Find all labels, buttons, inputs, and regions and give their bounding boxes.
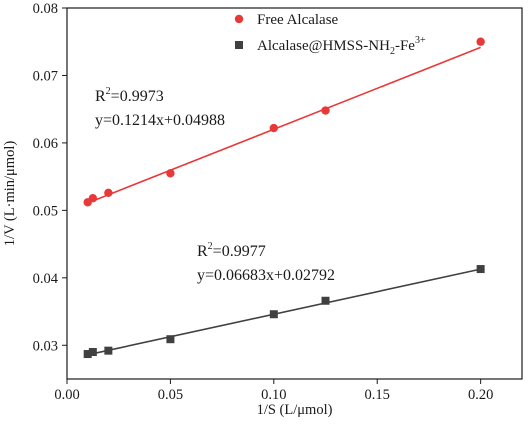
r2-free-value: =0.9973 bbox=[111, 88, 164, 105]
legend-marker-free bbox=[234, 14, 244, 24]
legend-label-main: Alcalase@HMSS-NH bbox=[257, 38, 390, 54]
data-point-free bbox=[321, 106, 330, 115]
data-point-free bbox=[269, 123, 279, 133]
y-tick-label: 0.07 bbox=[33, 68, 58, 84]
y-tick-label: 0.05 bbox=[33, 203, 58, 219]
r2-free: R2=0.9973 bbox=[95, 86, 164, 105]
x-tick-label: 0.00 bbox=[54, 387, 79, 403]
equation-immobilized: y=0.06683x+0.02792 bbox=[197, 267, 335, 284]
data-point-free bbox=[476, 37, 485, 46]
fit-line-immobilized bbox=[87, 268, 481, 356]
legend-label-free: Free Alcalase bbox=[257, 12, 339, 28]
fit-line-free bbox=[87, 46, 481, 204]
axis-ticks: 0.00 0.05 0.10 0.15 0.20 0.03 0.04 0.05 0.06 0.07… bbox=[33, 1, 494, 403]
data-point-immobilized bbox=[104, 346, 113, 355]
y-tick-label: 0.03 bbox=[33, 338, 58, 354]
r2-immobilized: R2=0.9977 bbox=[197, 241, 266, 260]
data-point-immobilized bbox=[166, 335, 175, 344]
data-point-immobilized bbox=[321, 296, 330, 305]
r2-immobilized-value: =0.9977 bbox=[213, 243, 266, 260]
x-tick-label: 0.15 bbox=[365, 387, 390, 403]
data-point-free bbox=[88, 194, 98, 203]
legend-label-mid: -Fe bbox=[395, 38, 415, 54]
x-tick-label: 0.10 bbox=[261, 387, 286, 403]
equation-free: y=0.1214x+0.04988 bbox=[95, 112, 225, 129]
plot-frame bbox=[66, 7, 523, 380]
data-point-immobilized bbox=[88, 348, 97, 357]
fit-lines bbox=[87, 46, 481, 356]
x-tick-label: 0.05 bbox=[158, 387, 183, 403]
legend: Free Alcalase Alcalase@HMSS-NH2-Fe3+ bbox=[234, 12, 426, 57]
annotation-immobilized: R2=0.9977 y=0.06683x+0.02792 bbox=[197, 241, 335, 284]
data-point-immobilized bbox=[83, 350, 92, 359]
y-tick-label: 0.04 bbox=[33, 271, 59, 287]
r2-free-label: R bbox=[95, 88, 106, 105]
r2-immobilized-sup: 2 bbox=[208, 241, 213, 252]
data-point-immobilized bbox=[476, 265, 485, 274]
x-axis-title: 1/S (L/μmol) bbox=[257, 402, 333, 418]
legend-label-sub: 2 bbox=[390, 46, 395, 57]
data-point-free bbox=[104, 188, 113, 198]
annotation-free: R2=0.9973 y=0.1214x+0.04988 bbox=[95, 86, 225, 129]
r2-immobilized-label: R bbox=[197, 243, 208, 260]
r2-free-sup: 2 bbox=[106, 86, 111, 97]
legend-label-immobilized: Alcalase@HMSS-NH2-Fe3+ bbox=[257, 35, 426, 57]
legend-label-sup: 3+ bbox=[415, 35, 426, 46]
data-point-free bbox=[166, 169, 175, 178]
y-tick-label: 0.06 bbox=[33, 136, 58, 152]
x-tick-label: 0.20 bbox=[468, 387, 493, 403]
y-axis-title: 1/V (L·min/μmol) bbox=[2, 141, 18, 247]
y-tick-label: 0.08 bbox=[33, 1, 58, 17]
data-points bbox=[83, 37, 485, 359]
legend-marker-immobilized bbox=[235, 41, 243, 49]
data-point-immobilized bbox=[269, 310, 278, 319]
